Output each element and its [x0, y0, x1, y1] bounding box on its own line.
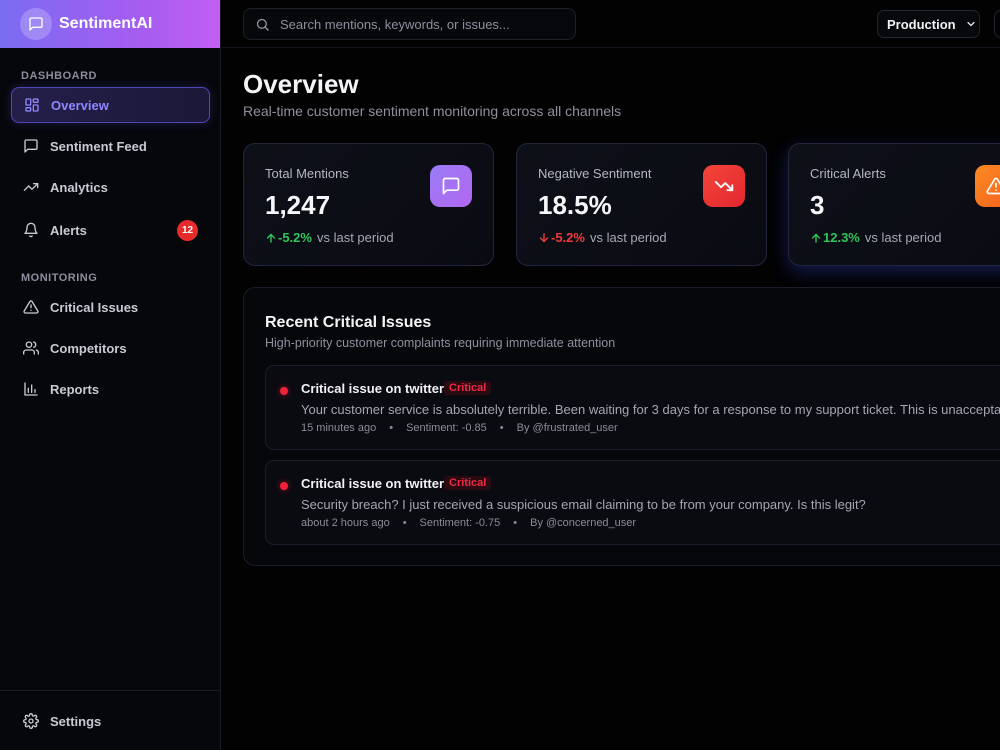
- gear-icon: [22, 713, 39, 730]
- issue-sentiment: Sentiment: -0.85: [406, 422, 487, 434]
- sidebar: SentimentAI DASHBOARD Overview Sentiment…: [0, 0, 221, 750]
- meta-separator: •: [499, 422, 504, 434]
- page-subtitle: Real-time customer sentiment monitoring …: [243, 103, 622, 119]
- sidebar-item-label: Analytics: [50, 179, 108, 195]
- trending-up-icon: [22, 179, 39, 196]
- issue-item[interactable]: Critical issue on twitter Critical Your …: [265, 365, 1000, 450]
- issue-item[interactable]: Critical issue on twitter Critical Secur…: [265, 460, 1000, 545]
- sidebar-item-label: Critical Issues: [50, 299, 139, 315]
- chevron-down-icon: [965, 18, 977, 30]
- message-icon: [430, 165, 472, 207]
- bar-chart-icon: [22, 381, 39, 398]
- sidebar-item-analytics[interactable]: Analytics: [11, 169, 210, 205]
- issue-title: Critical issue on twitter: [301, 476, 445, 491]
- stat-delta-value: 12.3%: [823, 230, 860, 245]
- issue-author: By @concerned_user: [530, 517, 637, 529]
- stat-delta-value: -5.2%: [551, 230, 585, 245]
- stat-delta-value: -5.2%: [278, 230, 312, 245]
- recent-critical-issues-panel: Recent Critical Issues High-priority cus…: [243, 287, 1000, 566]
- arrow-up-icon: [810, 232, 822, 244]
- issue-meta: 15 minutes ago • Sentiment: -0.85 • By @…: [301, 422, 618, 434]
- stat-delta: -5.2% vs last period: [538, 230, 766, 245]
- status-dot: [280, 482, 288, 490]
- issue-time: about 2 hours ago: [301, 517, 390, 529]
- message-icon: [20, 8, 52, 40]
- message-icon: [22, 138, 39, 155]
- warning-triangle-icon: [975, 165, 1000, 207]
- users-icon: [22, 340, 39, 357]
- issue-sentiment: Sentiment: -0.75: [419, 517, 501, 529]
- sidebar-item-overview[interactable]: Overview: [11, 87, 210, 123]
- topbar-action-button[interactable]: [994, 10, 1000, 38]
- app-name: SentimentAI: [59, 15, 153, 32]
- issue-author: By @frustrated_user: [516, 422, 618, 434]
- grid-icon: [23, 97, 40, 114]
- stat-delta: 12.3% vs last period: [810, 230, 1000, 245]
- sidebar-item-competitors[interactable]: Competitors: [11, 330, 210, 366]
- stat-value: 1,247: [265, 190, 331, 220]
- severity-badge: Critical: [444, 381, 492, 395]
- panel-title: Recent Critical Issues: [265, 314, 432, 331]
- stat-card-critical-alerts[interactable]: Critical Alerts 3 12.3% vs last period: [788, 143, 1000, 266]
- alerts-count-badge: 12: [177, 219, 198, 241]
- sidebar-item-alerts[interactable]: Alerts 12: [11, 212, 210, 248]
- sidebar-item-label: Alerts: [50, 222, 87, 238]
- meta-separator: •: [513, 517, 518, 529]
- sidebar-item-reports[interactable]: Reports: [11, 371, 210, 407]
- stat-card-negative-sentiment[interactable]: Negative Sentiment 18.5% -5.2% vs last p…: [516, 143, 767, 266]
- sidebar-item-label: Settings: [50, 713, 102, 729]
- arrow-up-icon: [265, 232, 277, 244]
- status-dot: [280, 387, 288, 395]
- panel-subtitle: High-priority customer complaints requir…: [265, 336, 616, 350]
- meta-separator: •: [389, 422, 394, 434]
- stat-label: Negative Sentiment: [538, 166, 652, 181]
- trending-down-icon: [703, 165, 745, 207]
- search-icon: [255, 17, 270, 32]
- page-title: Overview: [243, 69, 359, 99]
- stat-delta-suffix: vs last period: [316, 230, 394, 245]
- stat-value: 3: [810, 190, 825, 220]
- stat-label: Critical Alerts: [810, 166, 886, 181]
- meta-separator: •: [402, 517, 407, 529]
- severity-badge: Critical: [444, 476, 492, 490]
- issue-body: Security breach? I just received a suspi…: [301, 497, 866, 512]
- sidebar-footer: Settings: [0, 690, 221, 750]
- topbar: Production: [222, 0, 1000, 48]
- issue-time: 15 minutes ago: [301, 422, 377, 434]
- stat-delta-suffix: vs last period: [864, 230, 942, 245]
- stat-label: Total Mentions: [265, 166, 349, 181]
- issue-meta: about 2 hours ago • Sentiment: -0.75 • B…: [301, 517, 636, 529]
- brand-header[interactable]: SentimentAI: [0, 0, 220, 48]
- warning-triangle-icon: [22, 299, 39, 316]
- issue-body: Your customer service is absolutely terr…: [301, 402, 1000, 417]
- environment-label: Production: [887, 16, 956, 32]
- stat-delta: -5.2% vs last period: [265, 230, 493, 245]
- environment-select[interactable]: Production: [877, 10, 980, 38]
- sidebar-item-critical-issues[interactable]: Critical Issues: [11, 289, 210, 325]
- issue-title: Critical issue on twitter: [301, 381, 445, 396]
- stat-value: 18.5%: [538, 190, 612, 220]
- bell-icon: [22, 222, 39, 239]
- sidebar-item-sentiment-feed[interactable]: Sentiment Feed: [11, 128, 210, 164]
- stat-card-total-mentions[interactable]: Total Mentions 1,247 -5.2% vs last perio…: [243, 143, 494, 266]
- sidebar-item-label: Overview: [51, 97, 109, 113]
- search-input[interactable]: [280, 16, 560, 32]
- search-bar[interactable]: [243, 8, 576, 40]
- sidebar-item-label: Competitors: [50, 340, 127, 356]
- sidebar-item-settings[interactable]: Settings: [11, 703, 210, 739]
- arrow-down-icon: [538, 232, 550, 244]
- section-label-dashboard: DASHBOARD: [21, 70, 97, 82]
- section-label-monitoring: MONITORING: [21, 272, 98, 284]
- stat-delta-suffix: vs last period: [589, 230, 667, 245]
- sidebar-item-label: Reports: [50, 381, 100, 397]
- sidebar-item-label: Sentiment Feed: [50, 138, 147, 154]
